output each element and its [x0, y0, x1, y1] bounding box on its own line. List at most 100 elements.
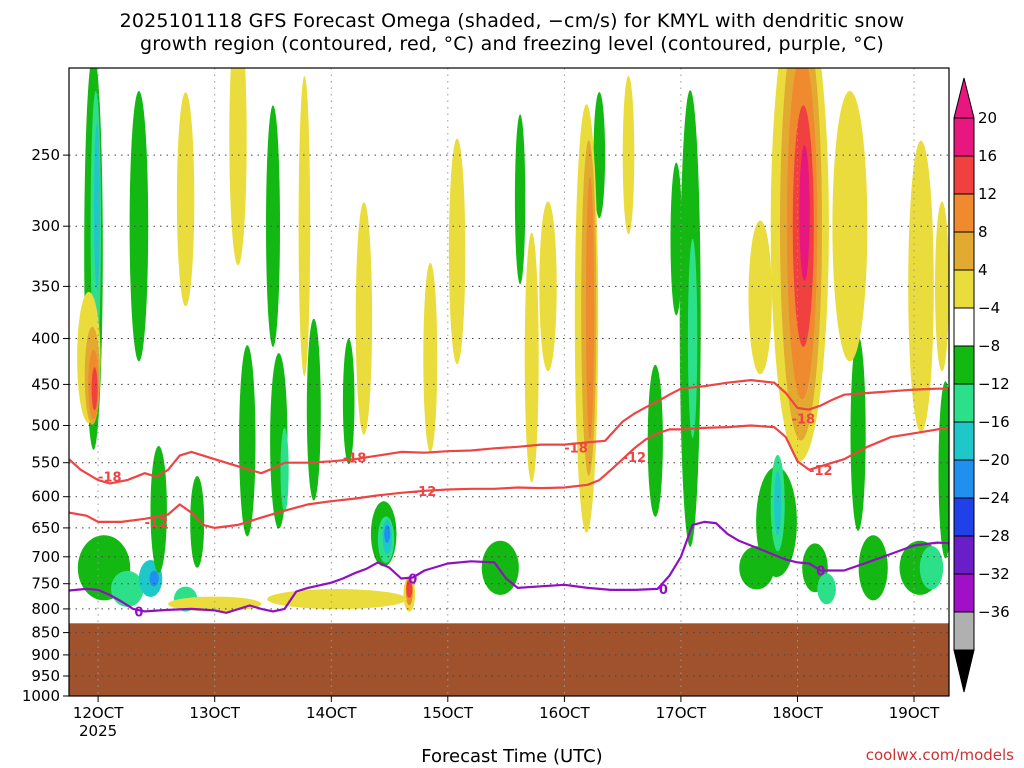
omega-blob-28: [687, 238, 698, 439]
colorbar-swatch-12: [953, 573, 975, 613]
colorbar-label-5: −4: [978, 299, 1000, 317]
omega-blob-8: [111, 570, 144, 607]
contour-label-2-0: 0: [134, 605, 143, 620]
colorbar-label-6: −8: [978, 337, 1000, 355]
colorbar: 20 16 12 8 4 −4 −8 −12 −16 −20 −24 −28 −32 −36: [953, 77, 1010, 693]
colorbar-label-13: −36: [978, 603, 1010, 621]
ground-surface: [69, 623, 949, 696]
y-tick-label-500: 500: [31, 417, 60, 435]
ground-fill: [69, 623, 949, 696]
x-tick-label-1: 13OCT: [189, 704, 240, 722]
colorbar-label-10: −24: [978, 489, 1010, 507]
omega-blob-22: [384, 525, 391, 543]
colorbar-swatch-6: [953, 345, 975, 385]
colorbar-label-1: 16: [978, 147, 997, 165]
colorbar-label-4: 4: [978, 261, 988, 279]
y-tick-label-750: 750: [31, 575, 60, 593]
chart-title-line2: growth region (contoured, red, °C) and f…: [140, 33, 884, 55]
colorbar-label-9: −20: [978, 451, 1010, 469]
colorbar-swatch-10: [953, 497, 975, 537]
omega-blob-56: [748, 220, 772, 375]
colorbar-label-3: 8: [978, 223, 988, 241]
contour-label-1-3: -12: [809, 464, 833, 479]
y-tick-label-450: 450: [31, 375, 60, 393]
contour-label-2-3: 0: [816, 565, 825, 580]
omega-blob-18: [342, 338, 355, 465]
contour-label-2-2: 0: [659, 583, 668, 598]
colorbar-swatch-2: [953, 193, 975, 233]
omega-blob-26: [481, 540, 519, 595]
chart-title-line1: 2025101118 GFS Forecast Omega (shaded, −…: [119, 10, 905, 32]
omega-blob-36: [817, 573, 836, 605]
y-tick-label-650: 650: [31, 519, 60, 537]
omega-blob-12: [150, 446, 167, 573]
colorbar-label-2: 12: [978, 185, 997, 203]
y-tick-label-300: 300: [31, 217, 60, 235]
omega-blob-6: [91, 367, 98, 411]
omega-blob-50: [423, 262, 438, 453]
omega-blob-37: [850, 335, 866, 531]
y-tick-label-800: 800: [31, 600, 60, 618]
omega-blob-16: [280, 427, 289, 512]
omega-blob-59: [935, 201, 949, 372]
x-tick-label-2: 14OCT: [306, 704, 357, 722]
credit-text: coolwx.com/models: [865, 746, 1014, 764]
colorbar-swatch-0: [953, 117, 975, 157]
omega-blob-49: [448, 138, 466, 365]
omega-blob-17: [306, 318, 321, 501]
colorbar-label-7: −12: [978, 375, 1010, 393]
colorbar-label-12: −32: [978, 565, 1010, 583]
y-tick-label-1000: 1000: [22, 687, 60, 705]
omega-blob-29: [647, 364, 663, 517]
omega-blob-47: [539, 201, 557, 372]
omega-shading: [77, 68, 949, 612]
omega-blob-48: [524, 232, 539, 483]
omega-blob-38: [858, 535, 888, 601]
contour-line-0: [69, 379, 949, 485]
y-tick-label-700: 700: [31, 548, 60, 566]
omega-blob-13: [190, 476, 205, 568]
colorbar-label-8: −16: [978, 413, 1010, 431]
omega-blob-67: [129, 91, 149, 362]
contour-label-1-2: -12: [623, 451, 647, 466]
contour-line-2: [69, 520, 949, 614]
contour-lines: -18 -18 -18 -18 -12 -12 -12 -12 0 0 0 0: [69, 379, 949, 620]
colorbar-label-11: −28: [978, 527, 1010, 545]
colorbar-top-arrow: [953, 77, 975, 119]
omega-blob-41: [938, 381, 949, 559]
colorbar-swatch-1: [953, 155, 975, 195]
y-tick-label-950: 950: [31, 667, 60, 685]
y-tick-label-400: 400: [31, 330, 60, 348]
y-tick-label-350: 350: [31, 277, 60, 295]
y-tick-label-550: 550: [31, 454, 60, 472]
x-tick-label-6: 18OCT: [772, 704, 823, 722]
omega-blob-68: [266, 105, 280, 347]
x-tick-label-7: 19OCT: [889, 704, 940, 722]
contour-label-0-1: -18: [343, 452, 367, 467]
omega-blob-14: [239, 345, 256, 537]
y-tick-label-600: 600: [31, 488, 60, 506]
omega-blob-2: [94, 122, 100, 290]
omega-blob-10: [149, 570, 159, 587]
y-tick-label-250: 250: [31, 146, 60, 164]
colorbar-swatch-5: [953, 307, 975, 347]
y-tick-label-850: 850: [31, 624, 60, 642]
plot-frame: [68, 67, 950, 697]
omega-blob-63: [267, 589, 407, 610]
omega-blob-40: [919, 546, 944, 590]
contour-label-1-1: -12: [413, 485, 437, 500]
contour-label-0-0: -18: [98, 471, 122, 486]
y-tick-label-900: 900: [31, 646, 60, 664]
colorbar-swatch-7: [953, 383, 975, 423]
x-tick-label-3: 15OCT: [423, 704, 474, 722]
grid-lines: [69, 68, 949, 696]
x-tick-label-5: 17OCT: [656, 704, 707, 722]
omega-blob-46: [585, 176, 595, 440]
omega-blob-64: [168, 596, 262, 612]
omega-blob-43: [593, 92, 606, 219]
colorbar-label-0: 20: [978, 109, 997, 127]
omega-blob-25: [406, 579, 413, 598]
omega-blob-61: [229, 68, 247, 266]
